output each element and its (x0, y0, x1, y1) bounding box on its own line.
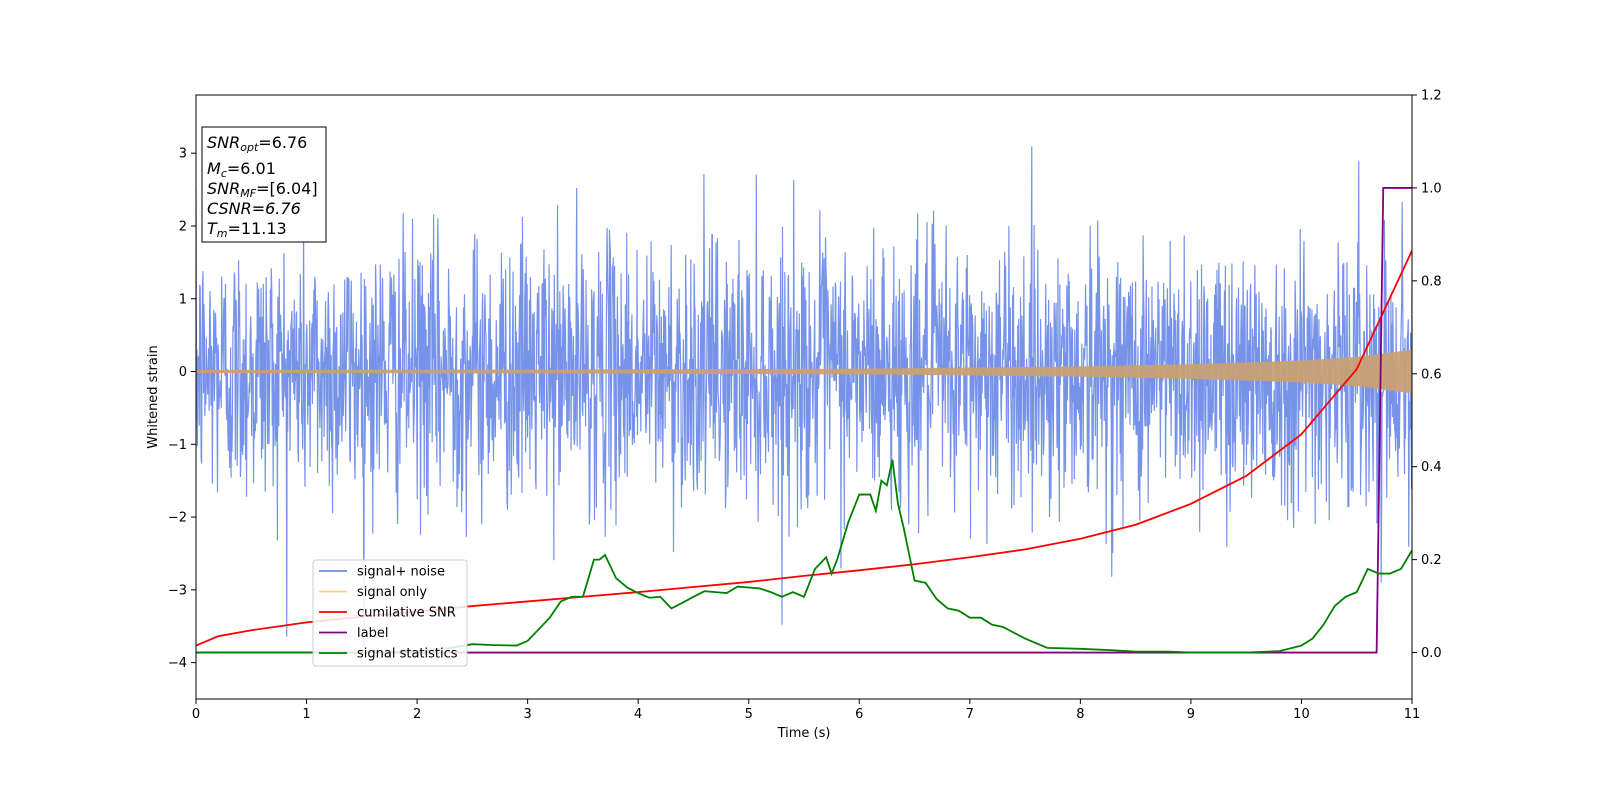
y-tick-label: −3 (168, 583, 187, 598)
x-tick-label: 7 (966, 707, 974, 722)
y-tick-label: −2 (168, 511, 187, 526)
y2-tick-label: 0.4 (1421, 460, 1442, 475)
legend-label-cumilative-snr: cumilative SNR (357, 606, 456, 621)
y-tick-label: 3 (179, 147, 187, 162)
y-tick-label: 0 (179, 365, 187, 380)
annotation-csnr: CSNR=6.76 (207, 199, 301, 218)
y2-tick-label: 0.0 (1421, 646, 1442, 661)
x-axis-ticks: 0 1 2 3 4 5 6 7 8 9 10 11 (192, 699, 1420, 722)
legend: signal+ noise signal only cumilative SNR la… (312, 559, 468, 667)
series-band-signal-only (196, 349, 1412, 394)
y-tick-label: 2 (179, 219, 187, 234)
y-tick-label: −1 (168, 438, 187, 453)
legend-label-label: label (357, 626, 388, 641)
plot-frame (195, 94, 1413, 700)
y2-tick-label: 0.2 (1421, 553, 1442, 568)
y2-tick-label: 1.2 (1421, 89, 1442, 104)
x-tick-label: 8 (1076, 707, 1084, 722)
legend-label-signal-only: signal only (357, 585, 427, 600)
x-tick-label: 2 (413, 707, 421, 722)
x-tick-label: 9 (1187, 707, 1195, 722)
plot-series-layer (196, 146, 1412, 654)
annotation-snr-mf: SNRMF=[6.04] (207, 179, 318, 200)
x-tick-label: 5 (745, 707, 753, 722)
x-tick-label: 3 (523, 707, 531, 722)
x-axis-label: Time (s) (777, 726, 831, 741)
x-tick-label: 10 (1293, 707, 1310, 722)
y2-tick-label: 1.0 (1421, 181, 1442, 196)
x-tick-label: 4 (634, 707, 642, 722)
y-axis-ticks: 3 2 1 0 −1 −2 −3 −4 (168, 147, 196, 671)
x-tick-label: 6 (855, 707, 863, 722)
y-axis-label: Whitened strain (146, 345, 161, 448)
y2-tick-label: 0.6 (1421, 367, 1442, 382)
series-line-label (196, 187, 1412, 654)
annotation-tm: Tm=11.13 (207, 219, 287, 240)
x-tick-label: 11 (1404, 707, 1421, 722)
y-tick-label: 1 (179, 292, 187, 307)
annotation-mc: Mc=6.01 (207, 159, 276, 180)
y2-tick-label: 0.8 (1421, 274, 1442, 289)
y2-axis-ticks: 1.2 1.0 0.8 0.6 0.4 0.2 0.0 (1412, 89, 1442, 661)
x-tick-label: 1 (302, 707, 310, 722)
series-line-signal-statistics (196, 459, 1412, 654)
series-line-signal-noise (196, 146, 1412, 647)
annotation-snr-opt: SNRopt=6.76 (207, 133, 307, 154)
legend-label-signal-statistics: signal statistics (357, 647, 458, 662)
y-tick-label: −4 (168, 656, 187, 671)
x-tick-label: 0 (192, 707, 200, 722)
legend-label-signal-noise: signal+ noise (357, 565, 445, 580)
annotation-box: SNRopt=6.76 Mc=6.01 SNRMF=[6.04] CSNR=6.… (201, 126, 327, 243)
